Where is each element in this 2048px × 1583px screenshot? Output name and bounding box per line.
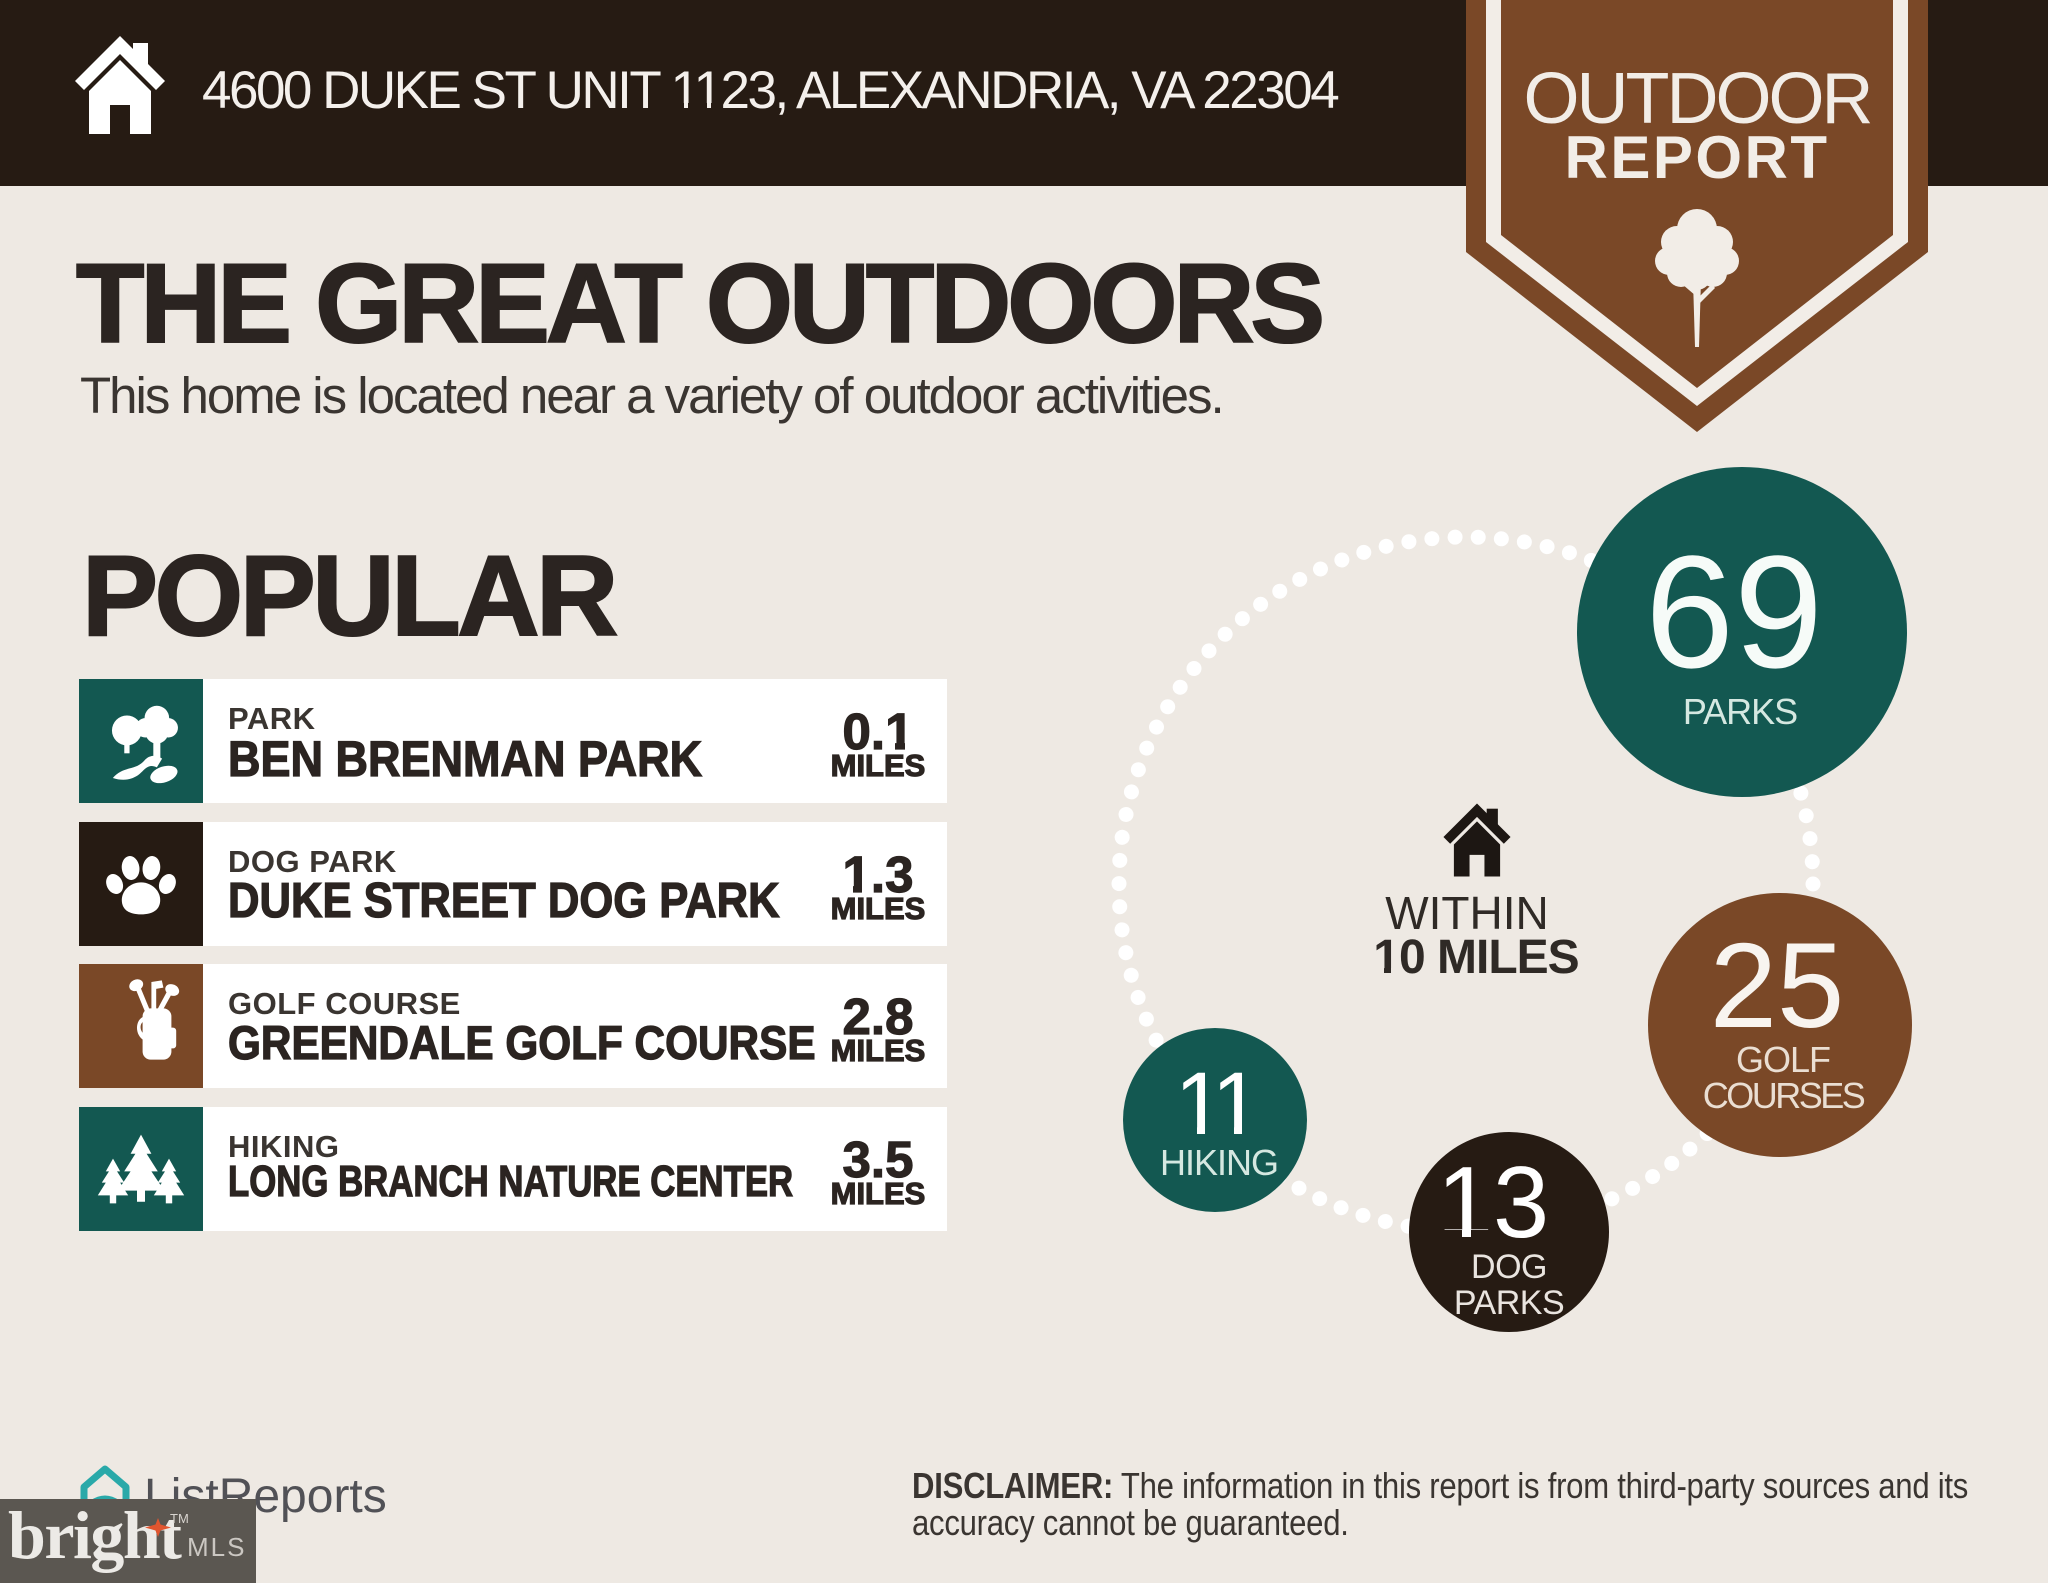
svg-text:REPORT: REPORT [1564, 124, 1829, 191]
svg-text:OUTDOOR: OUTDOOR [1524, 59, 1871, 139]
